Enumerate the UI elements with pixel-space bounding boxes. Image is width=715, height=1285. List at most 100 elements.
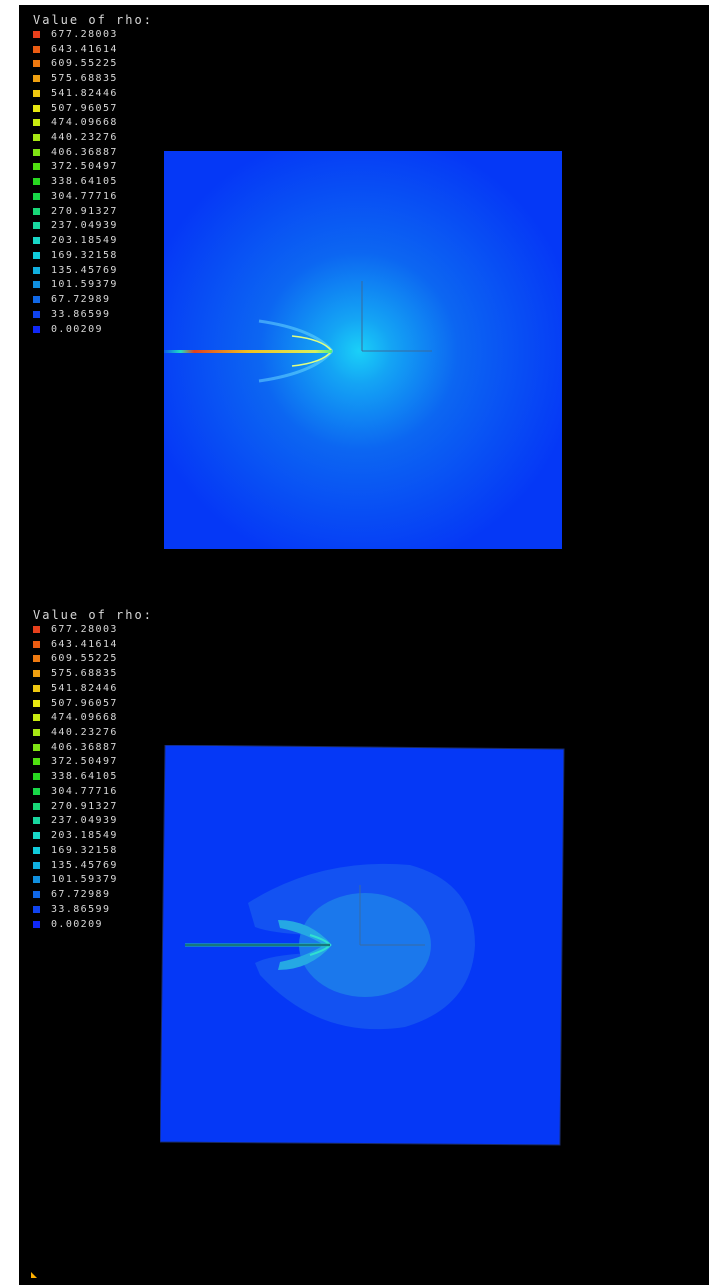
legend-entry: 169.32158 bbox=[33, 843, 153, 858]
legend-swatch bbox=[33, 281, 40, 289]
legend-entry: 203.18549 bbox=[33, 233, 153, 248]
legend-entry: 101.59379 bbox=[33, 277, 153, 292]
legend-value: 270.91327 bbox=[51, 800, 118, 812]
legend-swatch bbox=[33, 684, 40, 692]
legend-value: 372.50497 bbox=[51, 756, 118, 768]
legend-value: 643.41614 bbox=[51, 638, 118, 650]
legend-swatch bbox=[33, 251, 40, 259]
legend-value: 203.18549 bbox=[51, 830, 118, 842]
legend-value: 0.00209 bbox=[51, 918, 103, 930]
legend-entry: 609.55225 bbox=[33, 56, 153, 71]
legend-swatch bbox=[33, 625, 40, 633]
legend-value: 677.28003 bbox=[51, 623, 118, 635]
legend-swatch bbox=[33, 266, 40, 274]
legend-value: 169.32158 bbox=[51, 844, 118, 856]
legend-swatch bbox=[33, 640, 40, 648]
legend-swatch bbox=[33, 237, 40, 245]
render-viewport[interactable]: Value of rho: 677.28003 643.41614 609.5522… bbox=[19, 5, 709, 1285]
legend-entry: 33.86599 bbox=[33, 307, 153, 322]
legend-entry: 67.72989 bbox=[33, 887, 153, 902]
legend-entry: 270.91327 bbox=[33, 204, 153, 219]
legend-swatch bbox=[33, 817, 40, 825]
legend-entry: 507.96057 bbox=[33, 696, 153, 711]
legend-value: 67.72989 bbox=[51, 889, 111, 901]
legend-entry: 338.64105 bbox=[33, 769, 153, 784]
legend-swatch bbox=[33, 832, 40, 840]
legend-value: 372.50497 bbox=[51, 161, 118, 173]
legend-entry: 440.23276 bbox=[33, 130, 153, 145]
legend-entry: 0.00209 bbox=[33, 322, 153, 337]
legend-value: 237.04939 bbox=[51, 220, 118, 232]
legend-entry: 270.91327 bbox=[33, 799, 153, 814]
crack-shock-upper bbox=[291, 335, 333, 352]
legend-entry: 575.68835 bbox=[33, 666, 153, 681]
legend-entry: 677.28003 bbox=[33, 27, 153, 42]
legend-value: 474.09668 bbox=[51, 117, 118, 129]
legend-value: 609.55225 bbox=[51, 58, 118, 70]
legend-swatch bbox=[33, 758, 40, 766]
legend-entry: 135.45769 bbox=[33, 858, 153, 873]
legend-entry: 372.50497 bbox=[33, 755, 153, 770]
legend-swatch bbox=[33, 920, 40, 928]
legend-swatch bbox=[33, 192, 40, 200]
legend-bottom: Value of rho: 677.28003 643.41614 609.5522… bbox=[33, 608, 153, 931]
legend-value: 67.72989 bbox=[51, 294, 111, 306]
legend-entry: 609.55225 bbox=[33, 651, 153, 666]
legend-value: 541.82446 bbox=[51, 87, 118, 99]
legend-title: Value of rho: bbox=[33, 608, 153, 622]
legend-value: 609.55225 bbox=[51, 653, 118, 665]
legend-value: 406.36887 bbox=[51, 146, 118, 158]
legend-swatch bbox=[33, 89, 40, 97]
legend-value: 203.18549 bbox=[51, 235, 118, 247]
legend-value: 677.28003 bbox=[51, 28, 118, 40]
legend-top: Value of rho: 677.28003 643.41614 609.5522… bbox=[33, 13, 153, 336]
legend-swatch bbox=[33, 119, 40, 127]
legend-entry: 575.68835 bbox=[33, 71, 153, 86]
legend-swatch bbox=[33, 45, 40, 53]
legend-entry: 135.45769 bbox=[33, 263, 153, 278]
legend-swatch bbox=[33, 30, 40, 38]
legend-value: 270.91327 bbox=[51, 205, 118, 217]
legend-title: Value of rho: bbox=[33, 13, 153, 27]
legend-swatch bbox=[33, 743, 40, 751]
legend-value: 643.41614 bbox=[51, 43, 118, 55]
legend-value: 304.77716 bbox=[51, 190, 118, 202]
legend-entry: 541.82446 bbox=[33, 86, 153, 101]
legend-swatch bbox=[33, 148, 40, 156]
legend-entry: 169.32158 bbox=[33, 248, 153, 263]
legend-swatch bbox=[33, 729, 40, 736]
legend-entry: 643.41614 bbox=[33, 637, 153, 652]
legend-swatch bbox=[33, 207, 40, 215]
legend-value: 237.04939 bbox=[51, 815, 118, 827]
legend-value: 507.96057 bbox=[51, 102, 118, 114]
legend-value: 541.82446 bbox=[51, 682, 118, 694]
legend-value: 101.59379 bbox=[51, 279, 118, 291]
legend-swatch bbox=[33, 134, 40, 141]
legend-swatch bbox=[33, 60, 40, 68]
legend-swatch bbox=[33, 891, 40, 899]
legend-entry: 507.96057 bbox=[33, 101, 153, 116]
legend-value: 338.64105 bbox=[51, 771, 118, 783]
legend-swatch bbox=[33, 714, 40, 722]
contour-field-plot[interactable] bbox=[160, 745, 566, 1149]
legend-swatch bbox=[33, 296, 40, 304]
legend-entry: 541.82446 bbox=[33, 681, 153, 696]
legend-value: 406.36887 bbox=[51, 741, 118, 753]
legend-swatch bbox=[33, 178, 40, 186]
smooth-field-plot[interactable] bbox=[164, 151, 562, 549]
legend-entry: 406.36887 bbox=[33, 740, 153, 755]
legend-entry: 643.41614 bbox=[33, 42, 153, 57]
legend-swatch bbox=[33, 699, 40, 707]
legend-swatch bbox=[33, 163, 40, 171]
legend-rows: 677.28003 643.41614 609.55225 575.68835 541.… bbox=[33, 622, 153, 931]
legend-value: 575.68835 bbox=[51, 73, 118, 85]
legend-swatch bbox=[33, 310, 40, 318]
legend-swatch bbox=[33, 773, 40, 781]
legend-entry: 203.18549 bbox=[33, 828, 153, 843]
legend-swatch bbox=[33, 222, 40, 230]
legend-swatch bbox=[33, 846, 40, 854]
legend-swatch bbox=[33, 876, 40, 884]
legend-entry: 0.00209 bbox=[33, 917, 153, 932]
legend-value: 575.68835 bbox=[51, 668, 118, 680]
legend-entry: 474.09668 bbox=[33, 115, 153, 130]
